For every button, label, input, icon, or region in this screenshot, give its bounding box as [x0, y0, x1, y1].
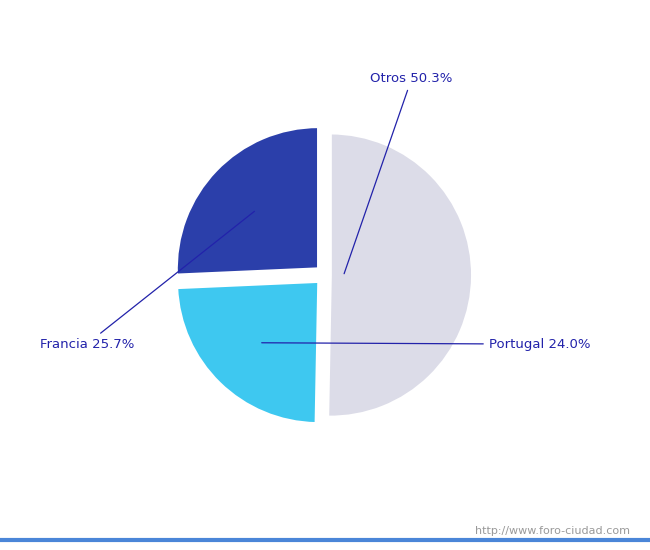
Text: Francia 25.7%: Francia 25.7% [40, 211, 254, 351]
Text: Otros 50.3%: Otros 50.3% [344, 72, 453, 274]
Wedge shape [328, 133, 473, 417]
Text: Portugal 24.0%: Portugal 24.0% [262, 338, 590, 351]
Wedge shape [176, 126, 318, 275]
Wedge shape [177, 282, 318, 424]
Text: Casatejada - Turistas extranjeros según país - Abril de 2024: Casatejada - Turistas extranjeros según … [77, 14, 573, 31]
Text: http://www.foro-ciudad.com: http://www.foro-ciudad.com [476, 526, 630, 536]
